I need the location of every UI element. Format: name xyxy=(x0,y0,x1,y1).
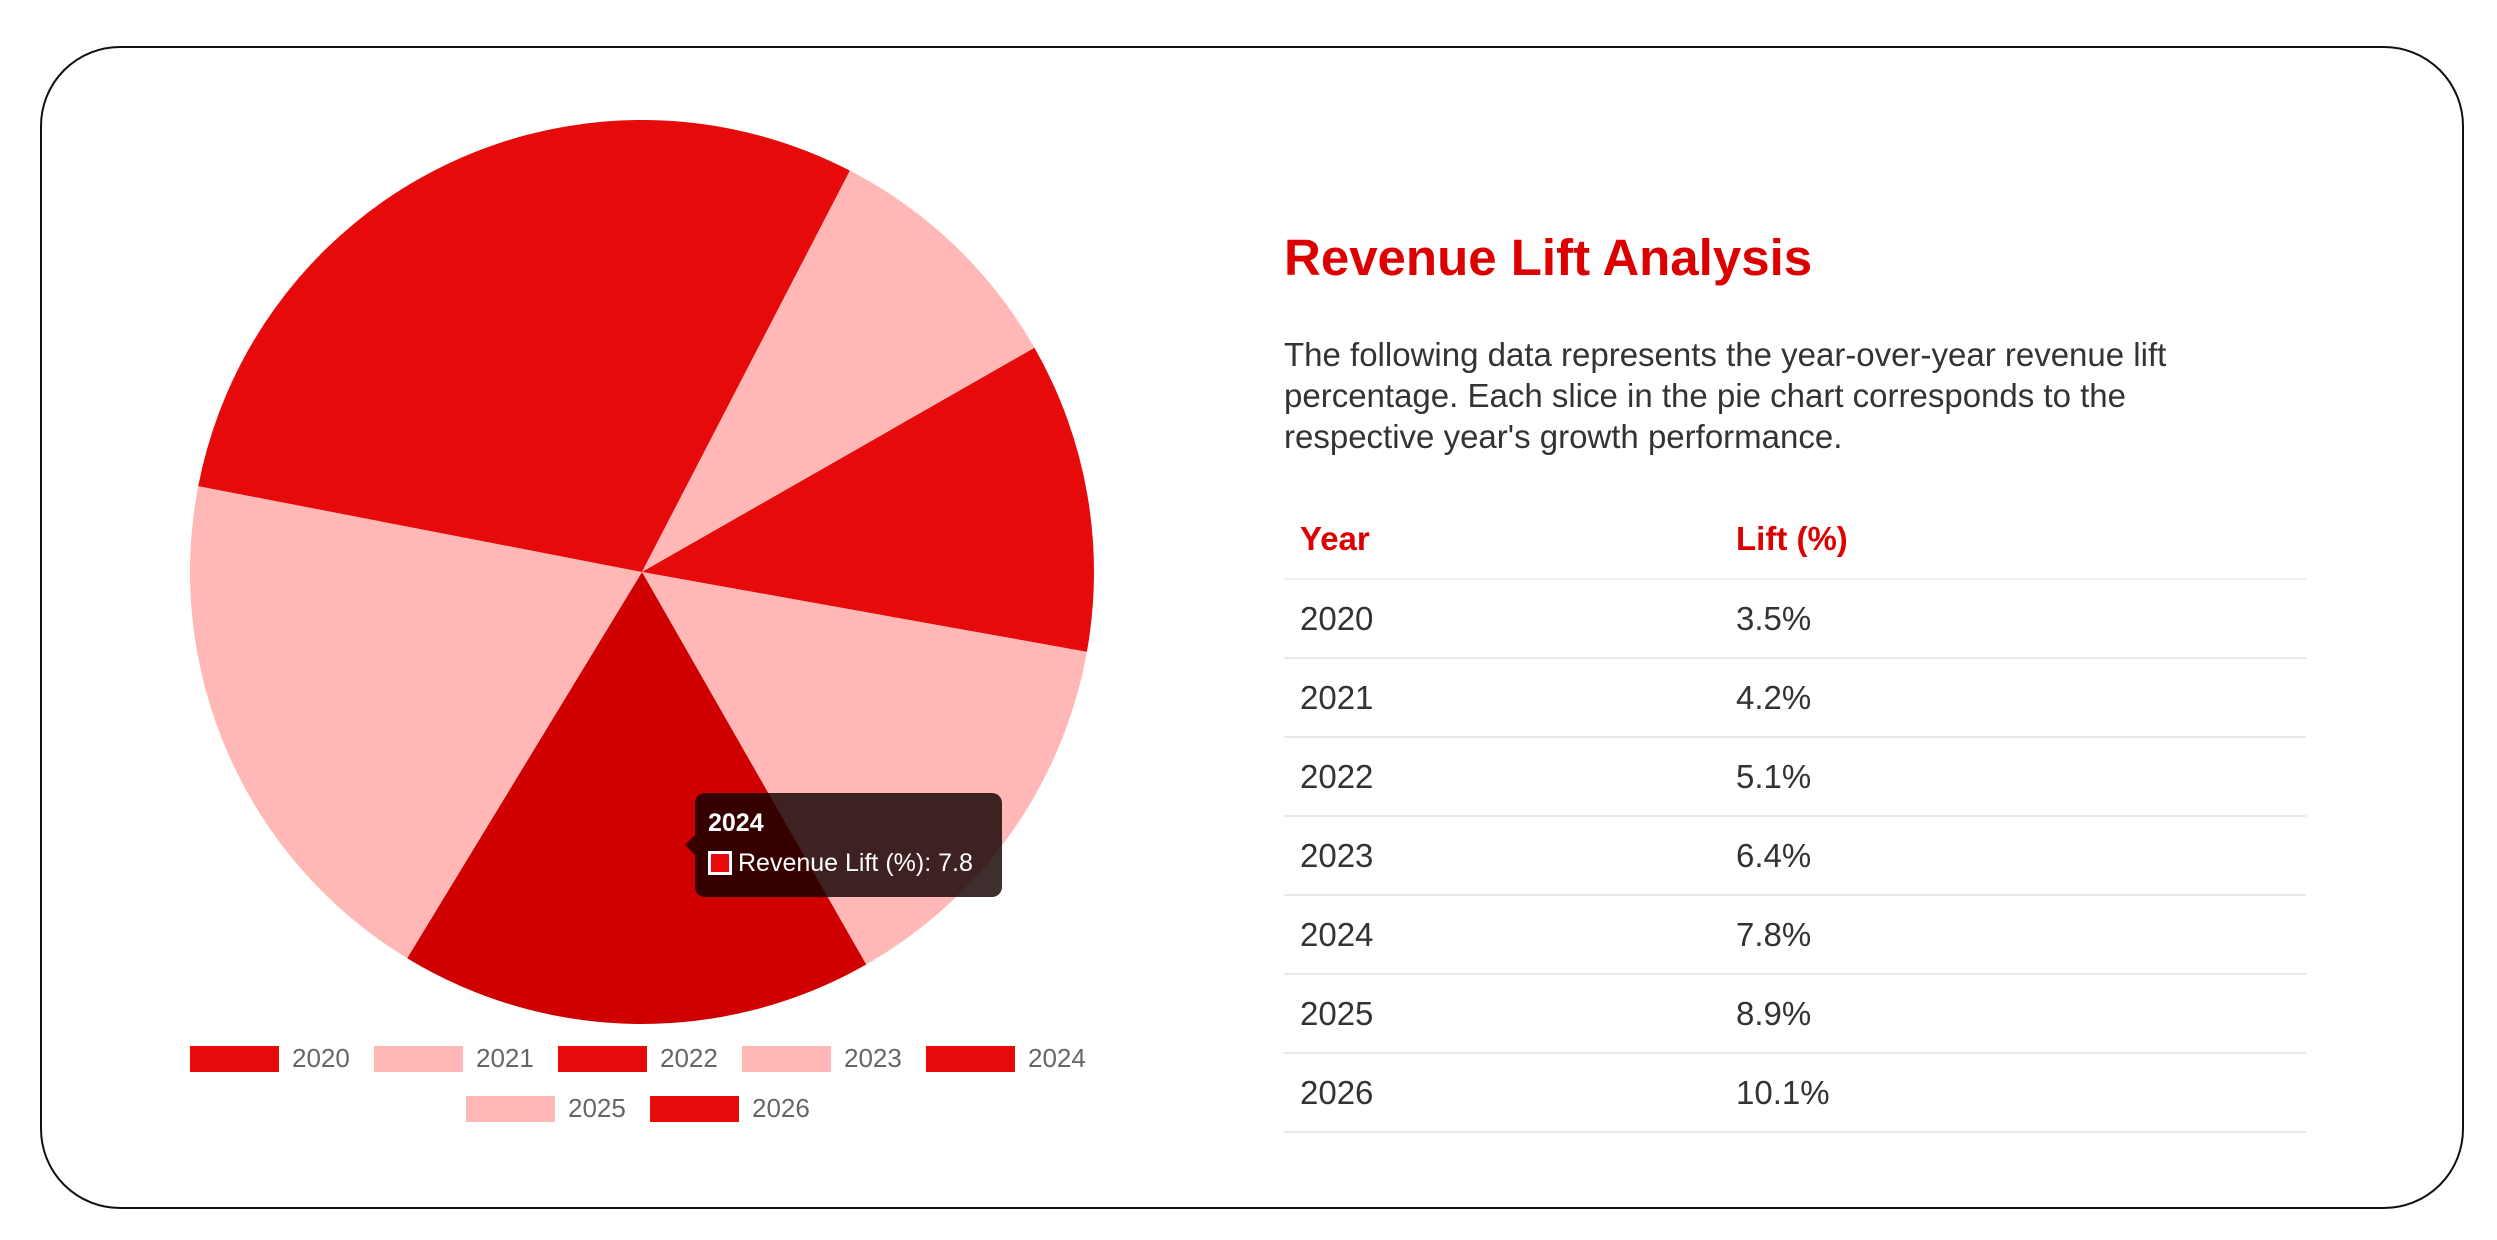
year-cell: 2024 xyxy=(1284,895,1720,975)
lift-cell: 8.9% xyxy=(1720,974,2306,1054)
legend-label[interactable]: 2026 xyxy=(752,1093,810,1123)
legend-label[interactable]: 2022 xyxy=(660,1043,718,1073)
legend-swatch[interactable] xyxy=(742,1046,831,1072)
table-row: 2020 3.5% xyxy=(1284,579,2306,659)
year-cell: 2025 xyxy=(1284,974,1720,1054)
header-cell: Lift (%) xyxy=(1720,500,2306,580)
lift-cell: 10.1% xyxy=(1720,1053,2306,1133)
table-row: 2025 8.9% xyxy=(1284,974,2306,1054)
pie-slice[interactable] xyxy=(189,486,642,959)
tooltip-series: Revenue Lift (%) xyxy=(738,849,925,877)
table-row: 2026 10.1% xyxy=(1284,1053,2306,1133)
legend-label[interactable]: 2023 xyxy=(844,1043,902,1073)
header-cell: Year xyxy=(1284,500,1720,580)
legend-swatch[interactable] xyxy=(374,1046,463,1072)
pie-slice[interactable] xyxy=(642,347,1094,652)
year-cell: 2020 xyxy=(1284,579,1720,659)
tooltip: 2024 Revenue Lift (%): 7.8 xyxy=(685,793,1002,897)
legend-swatch[interactable] xyxy=(558,1046,647,1072)
tooltip-title: 2024 xyxy=(708,809,764,837)
table-row: 2024 7.8% xyxy=(1284,895,2306,975)
pie-slice[interactable] xyxy=(407,572,867,1024)
legend-swatch[interactable] xyxy=(926,1046,1015,1072)
table-row: 2023 6.4% xyxy=(1284,816,2306,896)
legend-swatch[interactable] xyxy=(190,1046,279,1072)
data-table: Year Lift (%) 2020 3.5% 2021 4.2% 2022 5.1% 20… xyxy=(1284,500,2306,1133)
pie-slice[interactable] xyxy=(198,120,642,572)
legend-label[interactable]: 2020 xyxy=(292,1043,350,1073)
lift-cell: 6.4% xyxy=(1720,816,2306,896)
pie-slice[interactable] xyxy=(642,120,850,572)
year-cell: 2023 xyxy=(1284,816,1720,896)
tooltip-swatch xyxy=(708,851,732,875)
pie-slice[interactable] xyxy=(642,170,1035,572)
description: The following data represents the year-o… xyxy=(1284,336,2167,455)
lift-cell: 5.1% xyxy=(1720,737,2306,817)
card: 2020 2021 2022 2023 2024 2025 2026 Revenue Lif… xyxy=(40,46,2464,1209)
title: Revenue Lift Analysis xyxy=(1284,229,1813,286)
legend-label[interactable]: 2024 xyxy=(1028,1043,1086,1073)
year-cell: 2026 xyxy=(1284,1053,1720,1133)
lift-cell: 3.5% xyxy=(1720,579,2306,659)
pie-chart: 2020 2021 2022 2023 2024 2025 2026 xyxy=(189,120,1094,1123)
table-row: 2022 5.1% xyxy=(1284,737,2306,817)
year-cell: 2022 xyxy=(1284,737,1720,817)
table-body: 2020 3.5% 2021 4.2% 2022 5.1% 2023 6.4% 2024 7.8%… xyxy=(1284,579,2306,1133)
table-row: 2021 4.2% xyxy=(1284,658,2306,738)
tooltip-value: 7.8 xyxy=(938,849,973,877)
legend-label[interactable]: 2021 xyxy=(476,1043,534,1073)
legend-swatch[interactable] xyxy=(466,1096,555,1122)
year-cell: 2021 xyxy=(1284,658,1720,738)
lift-cell: 7.8% xyxy=(1720,895,2306,975)
table-header-row: Year Lift (%) xyxy=(1284,500,2306,580)
legend-label[interactable]: 2025 xyxy=(568,1093,626,1123)
tooltip-line: Revenue Lift (%): 7.8 xyxy=(708,843,989,883)
legend-swatch[interactable] xyxy=(650,1096,739,1122)
lift-cell: 4.2% xyxy=(1720,658,2306,738)
tooltip-separator: : xyxy=(924,849,939,877)
